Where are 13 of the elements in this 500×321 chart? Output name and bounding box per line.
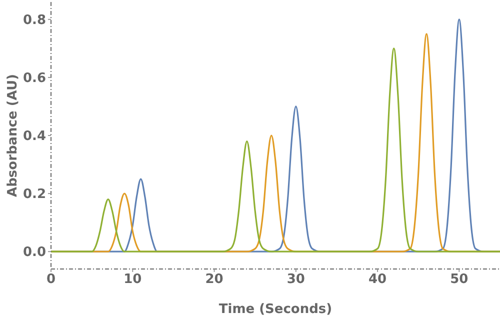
y-tick-label: 0.0 xyxy=(22,245,46,260)
y-tick-label: 0.8 xyxy=(22,13,46,28)
x-tick-label: 0 xyxy=(46,272,56,288)
x-tick-label: 40 xyxy=(368,272,387,288)
x-tick-label: 20 xyxy=(205,272,224,288)
y-axis-title: Absorbance (AU) xyxy=(6,74,21,197)
x-tick-label: 10 xyxy=(124,272,142,288)
x-tick-label: 30 xyxy=(286,272,305,288)
y-tick-label: 0.6 xyxy=(22,71,46,86)
x-axis-title: Time (Seconds) xyxy=(218,302,332,317)
y-tick-label: 0.2 xyxy=(22,187,46,202)
y-tick-label: 0.4 xyxy=(22,129,46,144)
x-tick-label: 50 xyxy=(450,272,468,288)
